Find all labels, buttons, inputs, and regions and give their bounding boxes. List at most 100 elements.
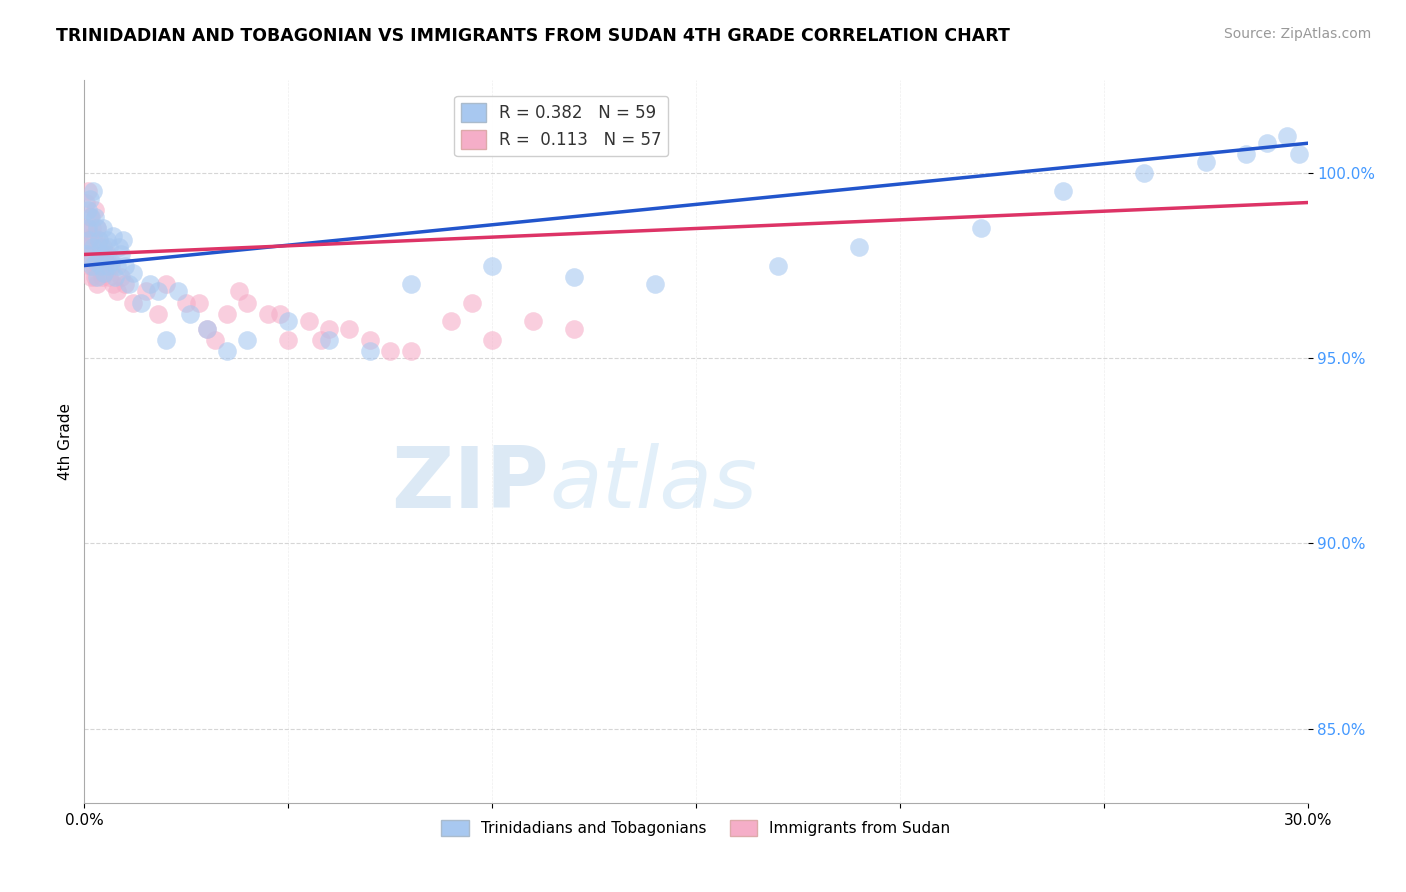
Legend: Trinidadians and Tobagonians, Immigrants from Sudan: Trinidadians and Tobagonians, Immigrants…: [436, 814, 956, 842]
Point: [179, 307, 201, 321]
Point: [848, 240, 870, 254]
Point: [97, 259, 120, 273]
Point: [114, 259, 136, 273]
Point: [77, 233, 100, 247]
Point: [217, 343, 239, 358]
Point: [100, 259, 122, 273]
Point: [80, 221, 103, 235]
Point: [101, 228, 124, 243]
Point: [146, 285, 169, 299]
Point: [75, 240, 97, 254]
Point: [269, 307, 291, 321]
Point: [90, 259, 112, 273]
Point: [970, 221, 993, 235]
Point: [562, 321, 585, 335]
Point: [104, 269, 127, 284]
Point: [187, 295, 209, 310]
Point: [318, 333, 340, 347]
Point: [1133, 166, 1156, 180]
Point: [101, 277, 124, 291]
Point: [105, 259, 128, 273]
Point: [440, 314, 463, 328]
Point: [155, 277, 177, 291]
Point: [90, 269, 112, 284]
Point: [77, 233, 100, 247]
Point: [86, 277, 108, 291]
Point: [91, 221, 114, 235]
Point: [644, 277, 666, 291]
Point: [110, 247, 132, 261]
Text: ZIP: ZIP: [391, 443, 550, 526]
Point: [114, 277, 136, 291]
Point: [359, 333, 381, 347]
Point: [118, 277, 141, 291]
Point: [257, 307, 280, 321]
Point: [461, 295, 484, 310]
Point: [167, 285, 190, 299]
Point: [93, 255, 115, 269]
Point: [562, 269, 585, 284]
Point: [318, 321, 340, 335]
Point: [96, 233, 118, 247]
Point: [80, 211, 103, 225]
Point: [75, 195, 97, 210]
Point: [76, 247, 98, 261]
Point: [110, 269, 132, 284]
Point: [195, 321, 218, 335]
Point: [399, 343, 422, 358]
Point: [135, 285, 157, 299]
Point: [86, 221, 108, 235]
Text: TRINIDADIAN AND TOBAGONIAN VS IMMIGRANTS FROM SUDAN 4TH GRADE CORRELATION CHART: TRINIDADIAN AND TOBAGONIAN VS IMMIGRANTS…: [56, 27, 1010, 45]
Point: [359, 343, 381, 358]
Point: [84, 269, 107, 284]
Point: [96, 247, 118, 261]
Point: [277, 333, 299, 347]
Point: [174, 295, 197, 310]
Point: [138, 277, 160, 291]
Point: [277, 314, 299, 328]
Point: [90, 247, 112, 261]
Point: [77, 185, 100, 199]
Y-axis label: 4th Grade: 4th Grade: [58, 403, 73, 480]
Point: [122, 295, 145, 310]
Point: [217, 307, 239, 321]
Point: [77, 202, 100, 217]
Point: [93, 247, 115, 261]
Point: [122, 266, 145, 280]
Point: [1288, 147, 1310, 161]
Point: [76, 221, 98, 235]
Point: [228, 285, 250, 299]
Text: atlas: atlas: [550, 443, 758, 526]
Point: [100, 255, 122, 269]
Point: [80, 259, 103, 273]
Point: [481, 333, 503, 347]
Point: [82, 228, 104, 243]
Point: [1236, 147, 1258, 161]
Point: [298, 314, 321, 328]
Point: [766, 259, 789, 273]
Point: [108, 240, 131, 254]
Point: [79, 192, 101, 206]
Point: [97, 240, 120, 254]
Point: [399, 277, 422, 291]
Point: [204, 333, 226, 347]
Point: [76, 221, 98, 235]
Point: [1195, 154, 1218, 169]
Point: [87, 233, 110, 247]
Point: [112, 233, 135, 247]
Point: [380, 343, 402, 358]
Point: [86, 269, 108, 284]
Point: [522, 314, 544, 328]
Point: [87, 233, 110, 247]
Point: [1256, 136, 1278, 151]
Point: [79, 259, 101, 273]
Point: [339, 321, 361, 335]
Text: Source: ZipAtlas.com: Source: ZipAtlas.com: [1223, 27, 1371, 41]
Point: [1052, 185, 1074, 199]
Point: [79, 211, 101, 225]
Point: [131, 295, 153, 310]
Point: [82, 247, 104, 261]
Point: [75, 247, 97, 261]
Point: [97, 269, 120, 284]
Point: [84, 255, 107, 269]
